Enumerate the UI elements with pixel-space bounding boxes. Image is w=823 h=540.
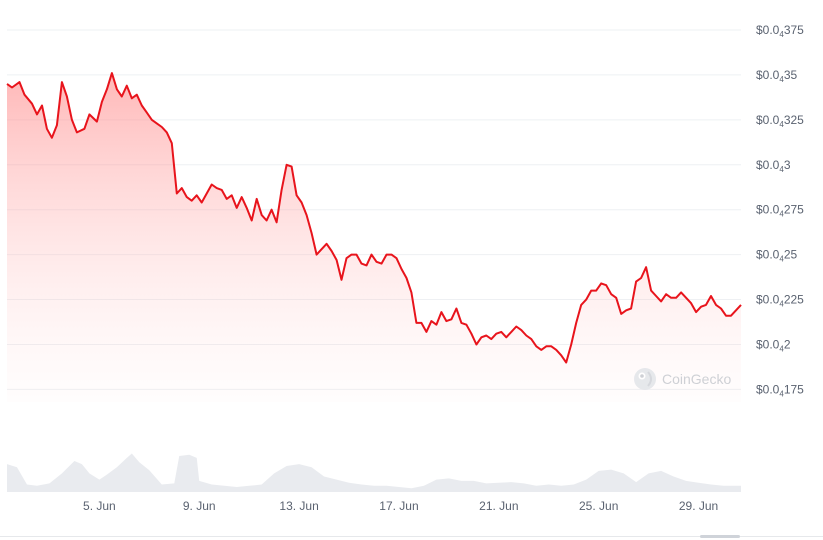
y-tick-label: $0.0425 bbox=[756, 248, 797, 264]
x-axis-labels: 5. Jun 9. Jun 13. Jun 17. Jun 21. Jun 25. Jun… bbox=[83, 499, 718, 513]
x-tick-label: 29. Jun bbox=[679, 499, 718, 513]
coingecko-logo-icon bbox=[634, 368, 656, 390]
x-tick-label: 5. Jun bbox=[83, 499, 116, 513]
y-tick-label: $0.04375 bbox=[756, 23, 804, 39]
y-tick-label: $0.0435 bbox=[756, 68, 797, 84]
watermark-text: CoinGecko bbox=[662, 371, 731, 387]
y-tick-label: $0.04175 bbox=[756, 382, 804, 398]
x-tick-label: 21. Jun bbox=[479, 499, 518, 513]
bottom-divider bbox=[0, 536, 823, 537]
y-tick-label: $0.04225 bbox=[756, 293, 804, 309]
y-tick-label: $0.04325 bbox=[756, 113, 804, 129]
price-area bbox=[7, 73, 741, 402]
price-line bbox=[6, 72, 742, 364]
x-tick-label: 13. Jun bbox=[279, 499, 318, 513]
y-axis-labels: $0.04375 $0.0435 $0.04325 $0.043 $0.04275 $0.… bbox=[756, 23, 804, 398]
scroll-indicator bbox=[700, 535, 740, 538]
x-tick-label: 25. Jun bbox=[579, 499, 618, 513]
volume-area bbox=[7, 453, 741, 492]
coingecko-watermark: CoinGecko bbox=[634, 368, 731, 390]
price-area-fill bbox=[7, 73, 741, 402]
x-tick-label: 17. Jun bbox=[379, 499, 418, 513]
volume-series bbox=[7, 453, 741, 492]
price-series-line bbox=[6, 72, 742, 364]
x-tick-label: 9. Jun bbox=[183, 499, 216, 513]
y-tick-label: $0.043 bbox=[756, 158, 791, 174]
y-tick-label: $0.04275 bbox=[756, 203, 804, 219]
y-tick-label: $0.042 bbox=[756, 337, 791, 353]
